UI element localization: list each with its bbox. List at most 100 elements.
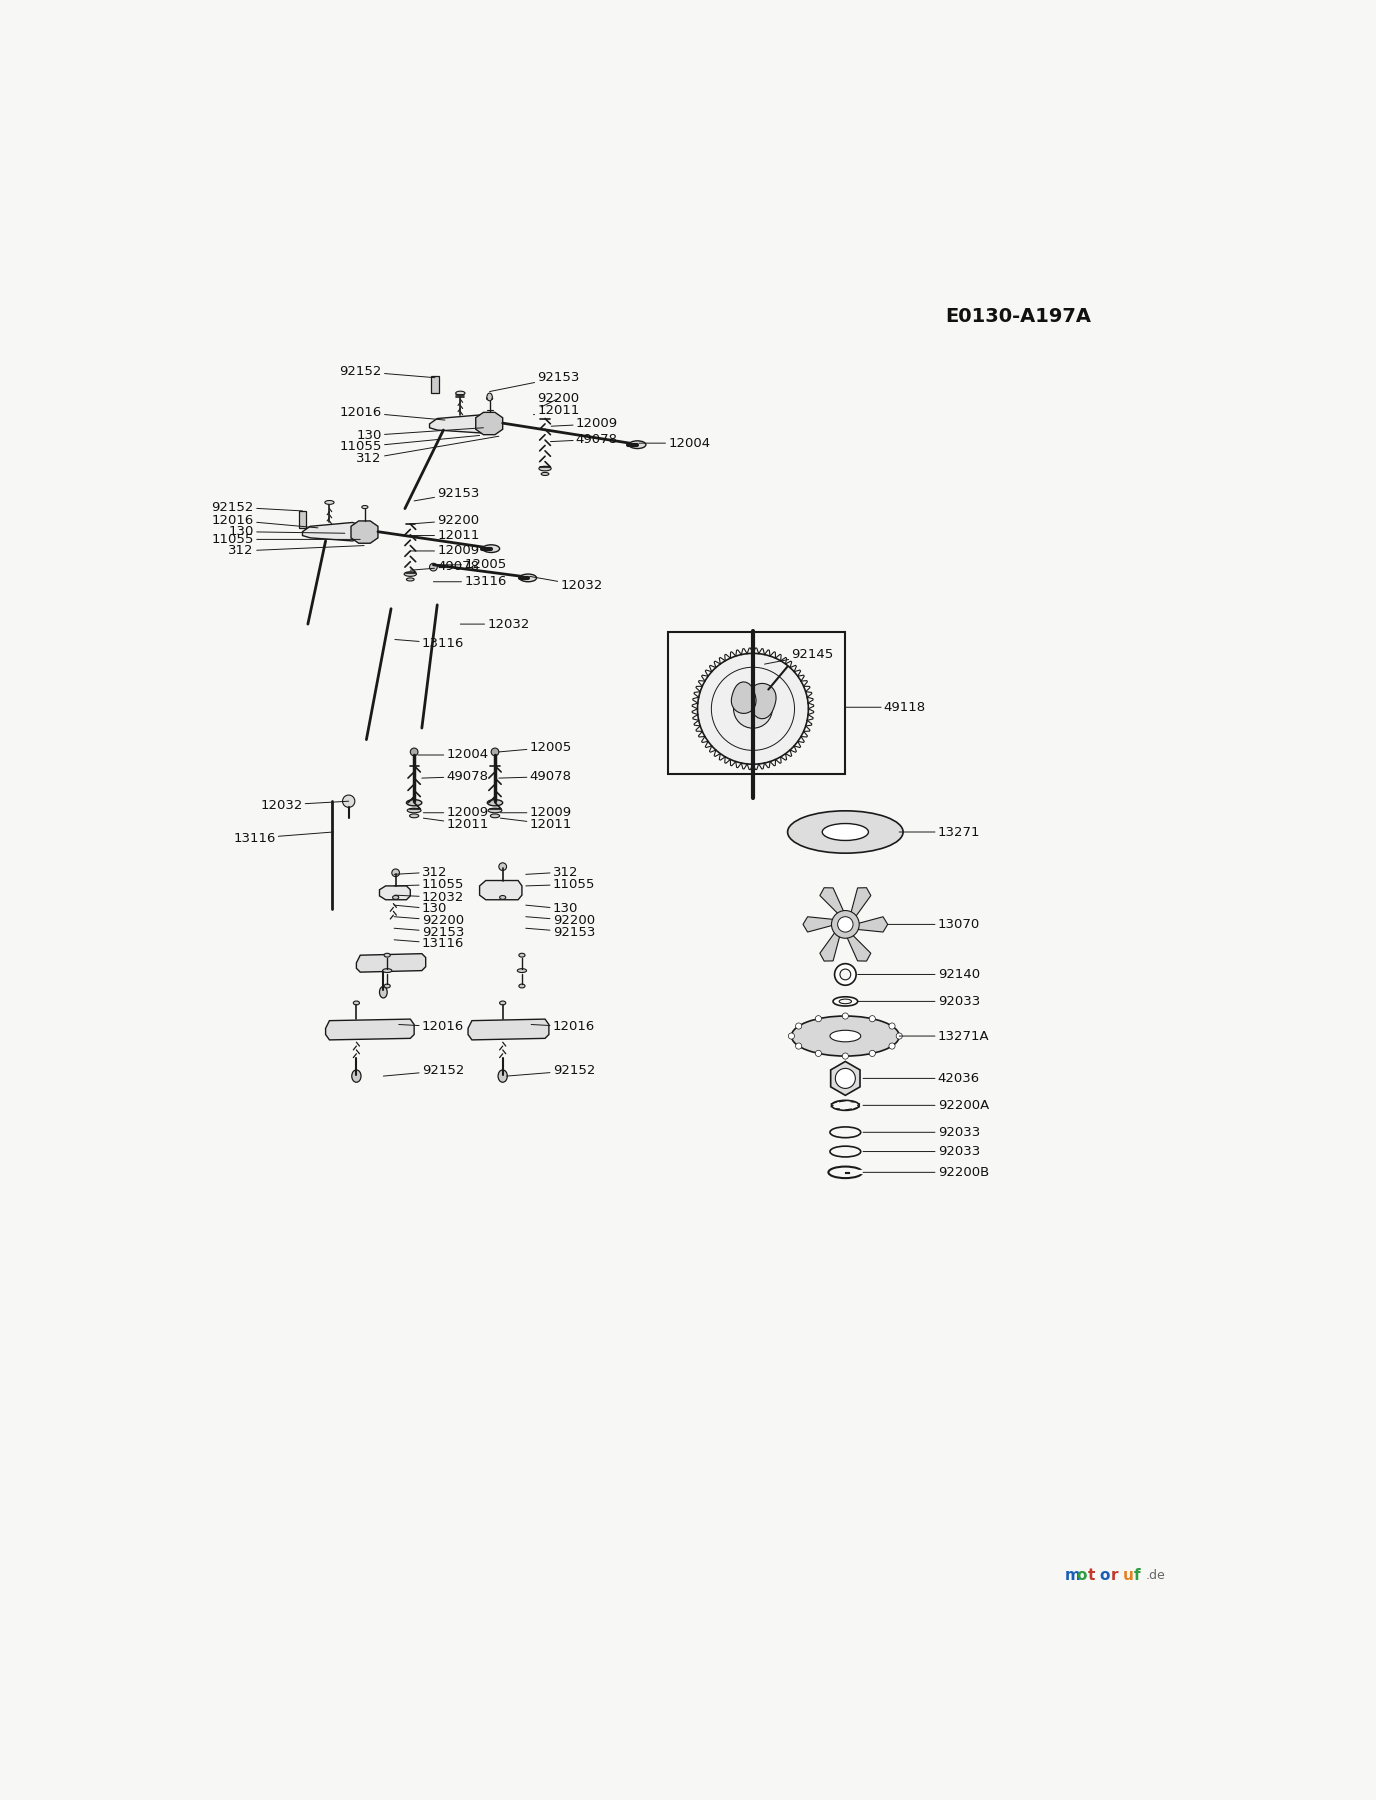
Ellipse shape bbox=[823, 824, 868, 841]
Text: 12016: 12016 bbox=[531, 1021, 594, 1033]
Text: 92200: 92200 bbox=[410, 513, 479, 527]
Text: 92152: 92152 bbox=[212, 500, 303, 513]
Ellipse shape bbox=[410, 814, 418, 817]
Ellipse shape bbox=[517, 968, 527, 972]
Circle shape bbox=[698, 653, 808, 765]
Text: 92152: 92152 bbox=[384, 1064, 464, 1076]
Text: 12011: 12011 bbox=[410, 529, 480, 542]
Text: 130: 130 bbox=[356, 428, 483, 443]
Text: 12016: 12016 bbox=[212, 513, 318, 527]
Polygon shape bbox=[476, 412, 502, 434]
Text: 92153: 92153 bbox=[490, 371, 579, 392]
Circle shape bbox=[795, 1022, 802, 1030]
Text: 49118: 49118 bbox=[845, 700, 926, 715]
Text: 13271A: 13271A bbox=[900, 1030, 989, 1042]
Text: 130: 130 bbox=[526, 902, 578, 916]
Text: 92152: 92152 bbox=[506, 1064, 594, 1076]
Bar bbox=[669, 632, 845, 774]
Circle shape bbox=[816, 1015, 821, 1022]
Ellipse shape bbox=[384, 954, 391, 958]
Text: 12009: 12009 bbox=[424, 806, 488, 819]
Text: 42036: 42036 bbox=[863, 1071, 980, 1085]
Ellipse shape bbox=[487, 799, 502, 806]
Text: E0130-A197A: E0130-A197A bbox=[945, 306, 1091, 326]
Text: 13070: 13070 bbox=[888, 918, 980, 931]
Polygon shape bbox=[845, 932, 871, 961]
Ellipse shape bbox=[839, 999, 852, 1004]
Ellipse shape bbox=[539, 466, 552, 472]
Text: 92153: 92153 bbox=[394, 925, 464, 938]
Text: 49078: 49078 bbox=[422, 770, 488, 783]
Ellipse shape bbox=[832, 997, 857, 1006]
Text: 13271: 13271 bbox=[900, 826, 980, 839]
Text: 130: 130 bbox=[394, 902, 447, 916]
Ellipse shape bbox=[487, 392, 493, 401]
Text: 312: 312 bbox=[228, 544, 365, 558]
Text: 12005: 12005 bbox=[436, 558, 506, 571]
Ellipse shape bbox=[490, 814, 499, 817]
Polygon shape bbox=[303, 522, 367, 542]
Text: 12016: 12016 bbox=[340, 405, 444, 419]
Text: u: u bbox=[1123, 1568, 1134, 1582]
Polygon shape bbox=[429, 414, 499, 434]
Text: 49078: 49078 bbox=[410, 560, 479, 572]
Polygon shape bbox=[468, 1019, 549, 1040]
Text: o: o bbox=[1076, 1568, 1087, 1582]
Text: 92153: 92153 bbox=[414, 486, 480, 500]
Text: 13116: 13116 bbox=[433, 576, 506, 589]
Text: 49078: 49078 bbox=[550, 432, 618, 446]
Circle shape bbox=[491, 749, 499, 756]
Circle shape bbox=[842, 1053, 849, 1058]
Polygon shape bbox=[351, 520, 378, 544]
Text: 92033: 92033 bbox=[863, 1145, 980, 1157]
Text: 12004: 12004 bbox=[418, 749, 488, 761]
Circle shape bbox=[870, 1051, 875, 1057]
Text: 12011: 12011 bbox=[534, 403, 579, 416]
Text: 92200: 92200 bbox=[526, 914, 594, 927]
Circle shape bbox=[838, 916, 853, 932]
Ellipse shape bbox=[787, 810, 903, 853]
Text: 12032: 12032 bbox=[260, 799, 348, 812]
Text: o: o bbox=[1099, 1568, 1110, 1582]
Text: 13116: 13116 bbox=[233, 832, 333, 844]
Text: 11055: 11055 bbox=[340, 436, 480, 454]
Text: 11055: 11055 bbox=[394, 878, 464, 891]
Ellipse shape bbox=[488, 808, 502, 814]
Ellipse shape bbox=[791, 1015, 900, 1057]
Ellipse shape bbox=[352, 1069, 361, 1082]
Ellipse shape bbox=[455, 391, 465, 394]
Polygon shape bbox=[356, 954, 425, 972]
Ellipse shape bbox=[499, 1001, 506, 1004]
Text: 92140: 92140 bbox=[857, 968, 980, 981]
Text: 92145: 92145 bbox=[765, 648, 834, 664]
Ellipse shape bbox=[392, 896, 399, 900]
Circle shape bbox=[831, 911, 859, 938]
Polygon shape bbox=[480, 880, 522, 900]
Ellipse shape bbox=[483, 545, 499, 553]
Ellipse shape bbox=[405, 572, 417, 576]
Circle shape bbox=[410, 749, 418, 756]
Text: 49078: 49078 bbox=[499, 770, 571, 783]
Text: f: f bbox=[1134, 1568, 1141, 1582]
Circle shape bbox=[733, 689, 772, 729]
Text: 92033: 92033 bbox=[863, 1125, 980, 1139]
Ellipse shape bbox=[407, 808, 421, 814]
Polygon shape bbox=[820, 887, 845, 916]
Polygon shape bbox=[831, 1062, 860, 1096]
Bar bbox=[431, 376, 439, 392]
Circle shape bbox=[795, 1042, 802, 1049]
Ellipse shape bbox=[519, 954, 526, 958]
Circle shape bbox=[835, 1069, 856, 1089]
Circle shape bbox=[392, 869, 399, 877]
Text: 12005: 12005 bbox=[499, 742, 572, 754]
Text: 13116: 13116 bbox=[394, 938, 464, 950]
Text: 92200B: 92200B bbox=[863, 1166, 989, 1179]
Circle shape bbox=[839, 968, 850, 979]
Text: 312: 312 bbox=[394, 866, 447, 878]
Polygon shape bbox=[326, 1019, 414, 1040]
Text: 12032: 12032 bbox=[530, 576, 603, 592]
Circle shape bbox=[870, 1015, 875, 1022]
Text: 92200A: 92200A bbox=[863, 1098, 989, 1112]
Circle shape bbox=[429, 563, 438, 571]
Polygon shape bbox=[850, 887, 871, 920]
